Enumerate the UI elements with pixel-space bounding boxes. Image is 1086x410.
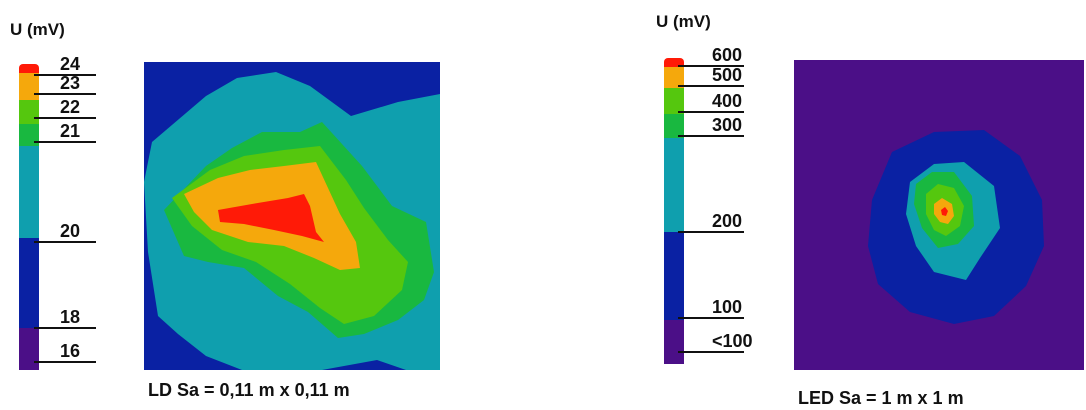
colorbar-tick-label: 20 [60,221,81,241]
right-caption: LED Sa = 1 m x 1 m [798,388,964,408]
colorbar-tick-label: 600 [712,45,743,65]
colorbar-tick-label: 400 [712,91,743,111]
colorbar-tick-line [34,74,96,76]
colorbar-band [19,100,39,124]
colorbar-tick-line [678,65,744,67]
colorbar-band [664,138,684,232]
colorbar-tick-label: 21 [60,121,81,141]
map-level-24 [218,194,324,242]
colorbar-tick-label: <100 [712,331,753,351]
colorbar-tick-label: 23 [60,73,81,93]
left-caption: LD Sa = 0,11 m x 0,11 m [148,380,350,400]
colorbar-tick-line [34,327,96,329]
colorbar-tick-line [678,85,744,87]
colorbar-tick-line [34,361,96,363]
colorbar-tick-label: 500 [712,65,743,85]
map-level-600 [941,207,948,216]
colorbar-tick-line [678,317,744,319]
colorbar-tick-line [34,117,96,119]
left-colorbar-unit-label: U (mV) [10,20,65,39]
colorbar-tick-label: 200 [712,211,743,231]
colorbar-tick-line [678,111,744,113]
colorbar-band [664,67,684,88]
right-contour-map [794,60,1084,370]
colorbar-band [664,88,684,114]
right-colorbar-unit-label: U (mV) [656,12,711,31]
colorbar-tick-line [678,135,744,137]
colorbar-tick-line [34,93,96,95]
left-contour-map [144,62,440,370]
colorbar-tick-label: 16 [60,341,81,361]
colorbar-band [19,238,39,328]
colorbar-band [664,58,684,67]
colorbar-band [19,73,39,100]
colorbar-tick-line [678,231,744,233]
left-heatmap-panel: U (mV) 24 23 22 21 20 18 16 LD Sa = 0,11 m x 0… [0,0,520,410]
colorbar-tick-line [678,351,744,353]
right-colorbar [664,58,684,364]
colorbar-tick-label: 300 [712,115,743,135]
colorbar-band [19,64,39,73]
colorbar-band [19,146,39,238]
colorbar-tick-label: 18 [60,307,81,327]
colorbar-band [664,114,684,138]
colorbar-band [664,320,684,364]
colorbar-tick-label: 22 [60,97,81,117]
colorbar-tick-line [34,241,96,243]
colorbar-band [19,124,39,146]
left-colorbar [19,64,39,370]
colorbar-tick-label: 24 [60,54,81,74]
right-heatmap-panel: U (mV) 600 500 400 300 200 100 <100 LED Sa = 1… [540,0,1086,410]
colorbar-tick-line [34,141,96,143]
colorbar-tick-label: 100 [712,297,743,317]
colorbar-band [664,232,684,320]
colorbar-band [19,328,39,370]
